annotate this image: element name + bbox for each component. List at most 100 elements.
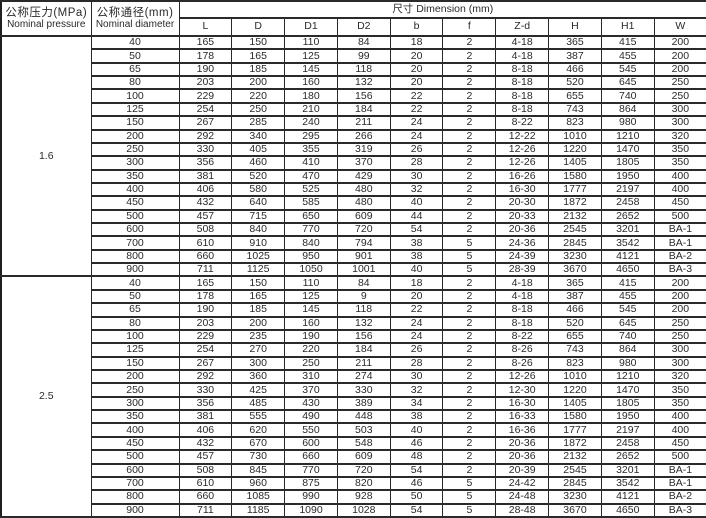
dim-cell-z-d: 20-36 <box>495 222 550 238</box>
dim-cell-b: 24 <box>389 115 444 131</box>
dim-cell-w: 320 <box>653 128 706 144</box>
table-row: 65 190 185 145 118 20 2 8-18 466 545 200 <box>1 61 706 78</box>
dim-cell-z-d: 20-30 <box>495 195 550 211</box>
dim-cell-h: 1405 <box>548 155 602 171</box>
dim-cell-h1: 4650 <box>600 262 655 278</box>
dim-cell-d: 1125 <box>231 262 286 278</box>
dim-cell-f: 2 <box>442 382 497 398</box>
dim-cell-l: 190 <box>178 302 233 318</box>
dim-cell-w: 200 <box>653 275 706 291</box>
dim-cell-d2: 389 <box>336 395 391 412</box>
column-header-b: b <box>389 17 444 37</box>
dim-cell-d1: 525 <box>284 181 338 198</box>
dim-cell-b: 54 <box>389 502 444 518</box>
diameter-cell: 500 <box>90 449 180 465</box>
table-body: 1.6 40 165 150 110 84 18 2 4-18 365 415 200 50 178 165… <box>0 34 706 518</box>
dim-cell-h: 3670 <box>548 502 602 518</box>
dim-cell-h: 743 <box>548 101 602 118</box>
dim-cell-d2: 118 <box>336 61 391 78</box>
dim-cell-h: 3230 <box>548 248 602 265</box>
dim-cell-d2: 99 <box>336 48 391 64</box>
dim-cell-d1: 110 <box>284 275 338 291</box>
dim-cell-z-d: 8-22 <box>495 328 550 345</box>
dim-cell-f: 2 <box>442 34 497 51</box>
dim-cell-b: 48 <box>389 449 444 465</box>
dim-cell-d1: 310 <box>284 368 338 385</box>
dim-cell-d2: 928 <box>336 489 391 505</box>
dim-cell-b: 18 <box>389 34 444 51</box>
dim-cell-h1: 415 <box>600 275 655 291</box>
dim-cell-w: 400 <box>653 181 706 198</box>
dim-cell-w: 300 <box>653 355 706 372</box>
dim-cell-w: 400 <box>653 168 706 184</box>
dim-cell-w: 500 <box>653 449 706 465</box>
diameter-cell: 200 <box>90 128 180 144</box>
dim-cell-d1: 430 <box>284 395 338 412</box>
dim-cell-z-d: 4-18 <box>495 275 550 291</box>
dim-cell-z-d: 8-18 <box>495 101 550 118</box>
dim-cell-h1: 4121 <box>600 248 655 265</box>
diameter-cell: 600 <box>90 222 180 238</box>
dim-cell-w: BA-3 <box>653 502 706 518</box>
dim-cell-w: 200 <box>653 61 706 78</box>
dim-cell-d1: 180 <box>284 88 338 104</box>
dim-cell-d1: 160 <box>284 315 338 331</box>
dim-cell-l: 660 <box>178 248 233 265</box>
dim-cell-l: 292 <box>178 368 233 385</box>
table-row: 150 267 300 250 211 28 2 8-26 823 980 300 <box>1 355 706 372</box>
dim-cell-f: 2 <box>442 155 497 171</box>
table-row: 100 229 220 180 156 22 2 8-18 655 740 250 <box>1 88 706 104</box>
dim-cell-z-d: 4-18 <box>495 34 550 51</box>
dim-cell-d1: 770 <box>284 462 338 478</box>
dim-cell-w: BA-3 <box>653 262 706 278</box>
dim-cell-w: 400 <box>653 422 706 438</box>
diameter-cell: 800 <box>90 489 180 505</box>
table-row: 500 457 730 660 609 48 2 20-36 2132 2652 500 <box>1 449 706 465</box>
table-row: 50 178 165 125 99 20 2 4-18 387 455 200 <box>1 48 706 64</box>
dim-cell-z-d: 16-30 <box>495 181 550 198</box>
dim-cell-d: 555 <box>231 409 286 425</box>
dim-cell-f: 2 <box>442 409 497 425</box>
dim-cell-d2: 820 <box>336 475 391 492</box>
dim-cell-b: 28 <box>389 355 444 372</box>
dim-cell-d2: 184 <box>336 342 391 358</box>
dim-cell-d: 580 <box>231 181 286 198</box>
dim-cell-b: 20 <box>389 288 444 305</box>
dim-cell-w: 450 <box>653 195 706 211</box>
dim-cell-z-d: 16-33 <box>495 409 550 425</box>
table-row: 50 178 165 125 9 20 2 4-18 387 455 200 <box>1 288 706 305</box>
dim-cell-b: 40 <box>389 195 444 211</box>
dim-cell-h1: 3201 <box>600 222 655 238</box>
dim-cell-z-d: 4-18 <box>495 48 550 64</box>
diameter-cell: 350 <box>90 168 180 184</box>
dim-cell-d2: 132 <box>336 315 391 331</box>
dim-cell-l: 178 <box>178 288 233 305</box>
dim-cell-h1: 1950 <box>600 168 655 184</box>
dim-cell-d: 640 <box>231 195 286 211</box>
dim-cell-h1: 415 <box>600 34 655 51</box>
diameter-cell: 300 <box>90 155 180 171</box>
diameter-header-en: Nominal diameter <box>95 18 175 30</box>
dim-cell-w: 250 <box>653 315 706 331</box>
dim-cell-d2: 156 <box>336 88 391 104</box>
dim-cell-d2: 132 <box>336 75 391 91</box>
dim-cell-d1: 990 <box>284 489 338 505</box>
dim-cell-l: 165 <box>178 275 233 291</box>
diameter-header-zh: 公称通径(mm) <box>96 6 174 19</box>
dim-cell-d1: 110 <box>284 34 338 51</box>
pressure-header-en: Nominal pressure <box>7 18 86 30</box>
dim-cell-d: 250 <box>231 101 286 118</box>
dim-cell-h: 1777 <box>548 181 602 198</box>
diameter-cell: 350 <box>90 409 180 425</box>
dim-cell-d1: 470 <box>284 168 338 184</box>
dim-cell-d1: 160 <box>284 75 338 91</box>
dim-cell-b: 20 <box>389 48 444 64</box>
dim-cell-d: 270 <box>231 342 286 358</box>
dim-cell-w: 300 <box>653 342 706 358</box>
diameter-cell: 150 <box>90 115 180 131</box>
column-header-z-d: Z-d <box>495 17 550 37</box>
dim-cell-z-d: 16-26 <box>495 168 550 184</box>
dim-cell-b: 54 <box>389 222 444 238</box>
dimension-group-header: 尺寸 Dimension (mm) <box>178 0 706 19</box>
dim-cell-b: 24 <box>389 328 444 345</box>
